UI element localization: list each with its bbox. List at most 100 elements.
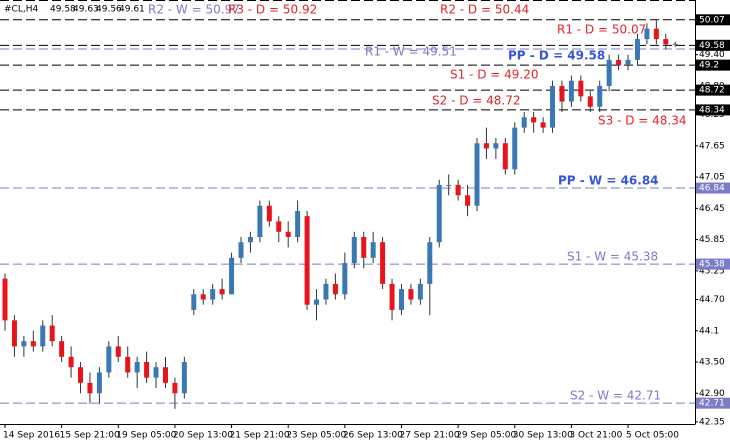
x-tick-label: 26 Sep 13:00 [343, 431, 403, 441]
candle-body [162, 367, 168, 383]
candle-body [408, 289, 414, 300]
candle-body [295, 210, 301, 238]
candle-body [68, 356, 74, 368]
candle-body [125, 356, 131, 373]
candle-body [644, 28, 650, 40]
header-low: 49.56 [96, 5, 122, 15]
candle-body [144, 362, 150, 378]
candle-body [512, 127, 518, 170]
candle-body [115, 346, 121, 357]
candle-body [361, 237, 367, 258]
level-price-box [696, 39, 730, 51]
candle-body [625, 59, 631, 66]
candle-body [672, 43, 678, 45]
level-price-label: 48.34 [699, 105, 725, 115]
candle-body [606, 59, 612, 86]
candle-body [568, 80, 574, 102]
candle-body [59, 341, 65, 357]
candle-body [653, 28, 659, 40]
candle-body [285, 231, 291, 238]
level-price-label: 49.2 [699, 61, 719, 71]
candle-body [2, 278, 8, 321]
level-label: R3 - D = 50.92 [228, 3, 317, 17]
candle-body [531, 117, 537, 123]
candle-body [257, 205, 263, 238]
candle-body [210, 289, 216, 300]
candle-body [446, 184, 452, 186]
candle-body [229, 257, 235, 295]
header-open: 49.58 [50, 5, 76, 15]
candle-body [314, 299, 320, 305]
candle-body [276, 221, 282, 232]
candle-body [172, 382, 178, 394]
candle-body [616, 59, 622, 66]
x-tick-label: 21 Sep 21:00 [230, 431, 290, 441]
candle-body [49, 325, 55, 342]
level-label: PP - D = 49.58 [508, 49, 605, 63]
candle-body [521, 117, 527, 128]
candle-body [370, 242, 376, 258]
candle-body [266, 205, 272, 222]
candle-body [559, 85, 565, 102]
candle-body [417, 283, 423, 300]
x-tick-label: 14 Sep 2016 [3, 431, 60, 441]
candle-body [578, 80, 584, 97]
y-tick-label: 47.05 [699, 173, 725, 183]
level-label: R2 - W = 50.97 [148, 3, 240, 17]
x-tick-label: 29 Sep 05:00 [456, 431, 516, 441]
candle-body [455, 184, 461, 196]
level-price-box [696, 104, 730, 116]
candle-body [181, 362, 187, 394]
y-tick-label: 47.65 [699, 141, 725, 151]
level-label: R1 - W = 49.51 [365, 45, 457, 59]
level-label: S1 - W = 45.38 [567, 250, 658, 264]
candle-body [398, 289, 404, 310]
level-price-label: 50.07 [699, 15, 725, 25]
x-tick-label: 23 Sep 05:00 [286, 431, 346, 441]
candle-body [191, 294, 197, 310]
y-tick-label: 45.25 [699, 266, 725, 276]
candle-body [87, 382, 93, 394]
x-tick-label: 5 Oct 05:00 [626, 431, 679, 441]
x-tick-label: 19 Sep 05:00 [116, 431, 176, 441]
candle-body [389, 283, 395, 310]
level-price-label: 45.38 [699, 260, 725, 270]
candle-body [597, 85, 603, 107]
candle-body [78, 367, 84, 383]
level-price-label: 46.84 [699, 184, 725, 194]
candle-body [247, 237, 253, 243]
candle-body [153, 367, 159, 378]
header-close: 49.61 [119, 5, 145, 15]
level-label: S2 - W = 42.71 [570, 389, 661, 403]
x-tick-label: 20 Sep 13:00 [173, 431, 233, 441]
level-label: R2 - D = 50.44 [440, 3, 529, 17]
level-price-label: 49.58 [699, 41, 725, 51]
level-price-box [696, 59, 730, 71]
candle-body [11, 320, 17, 347]
candle-body [550, 85, 556, 128]
y-tick-label: 46.45 [699, 204, 725, 214]
x-tick-label: 27 Sep 21:00 [399, 431, 459, 441]
candle-body [238, 242, 244, 258]
y-tick-label: 44.70 [699, 295, 725, 305]
candle-body [323, 283, 329, 300]
y-tick-label: 43.50 [699, 358, 725, 368]
level-label: S2 - D = 48.72 [432, 94, 521, 108]
level-label: PP - W = 46.84 [558, 174, 659, 188]
header-high: 49.63 [73, 5, 99, 15]
level-price-box [696, 84, 730, 96]
level-price-box [696, 258, 730, 270]
candle-body [587, 96, 593, 107]
level-price-box [696, 182, 730, 194]
candle-body [30, 341, 36, 347]
candle-body [663, 39, 669, 45]
y-tick-label: 42.90 [699, 389, 725, 399]
candle-body [502, 143, 508, 170]
candle-body [40, 325, 46, 347]
candle-body [332, 283, 338, 295]
candle-body [427, 242, 433, 284]
candle-body [436, 184, 442, 243]
candle-body [483, 143, 489, 149]
